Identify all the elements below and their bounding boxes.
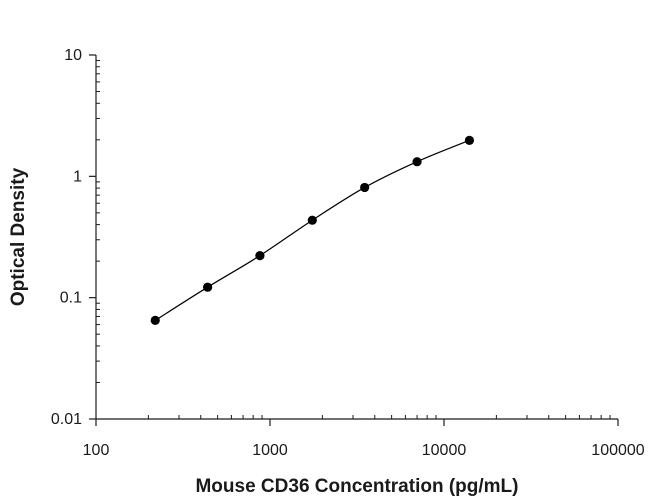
data-point [150,315,160,325]
y-axis-title: Optical Density [8,167,29,306]
y-tick-label: 0.1 [60,290,82,307]
y-axis: 0.01 0.1 1 10 [51,47,100,428]
x-axis-title: Mouse CD36 Concentration (pg/mL) [195,476,518,497]
data-point [360,182,370,193]
data-point [412,157,422,167]
fit-curve [154,139,470,321]
y-tick-label: 1 [73,168,82,185]
x-tick-label: 100000 [591,442,644,459]
x-tick-label: 100 [83,442,110,459]
x-tick-label: 1000 [252,442,288,459]
x-axis: 100 1000 10000 100000 [83,415,645,459]
y-tick-label: 10 [64,47,82,64]
data-points [150,135,475,325]
data-point [464,135,475,145]
data-point [203,282,213,292]
data-point [307,215,317,225]
y-tick-label: 0.01 [51,411,82,428]
fit-curve-layer [154,139,470,321]
x-tick-label: 10000 [422,442,467,459]
data-point [255,251,265,261]
